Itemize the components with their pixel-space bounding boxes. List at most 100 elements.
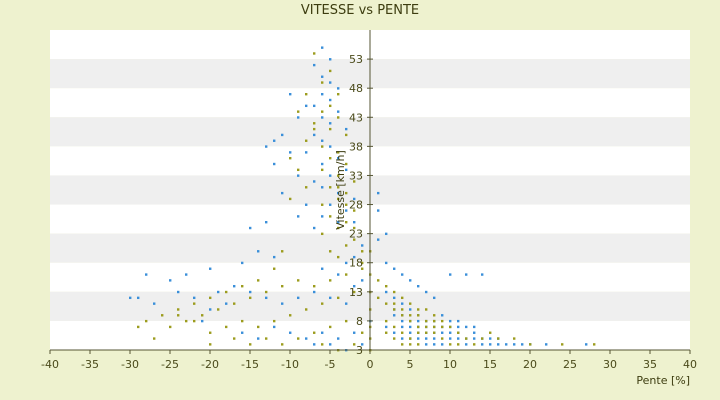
- data-point: [393, 308, 396, 311]
- data-point: [329, 186, 332, 189]
- data-point: [137, 296, 140, 300]
- data-point: [233, 302, 236, 305]
- data-point: [377, 191, 380, 195]
- data-point: [297, 279, 300, 282]
- x-tick-label: 10: [443, 358, 457, 371]
- data-point: [417, 325, 420, 329]
- y-axis-label: Vitesse [km/h]: [334, 150, 347, 230]
- data-point: [321, 203, 324, 206]
- data-point: [417, 308, 420, 311]
- data-point: [329, 174, 332, 177]
- data-point: [449, 331, 452, 334]
- data-point: [321, 168, 324, 172]
- data-point: [321, 215, 324, 218]
- data-point: [169, 279, 172, 282]
- data-point: [313, 133, 316, 137]
- data-point: [297, 296, 300, 300]
- data-point: [297, 168, 300, 172]
- data-point: [329, 58, 332, 61]
- data-point: [273, 162, 276, 166]
- data-point: [417, 285, 420, 288]
- data-point: [337, 151, 340, 154]
- data-point: [305, 104, 308, 108]
- data-point: [337, 174, 340, 177]
- data-point: [449, 325, 452, 329]
- data-point: [321, 139, 324, 142]
- data-point: [321, 162, 324, 166]
- data-point: [353, 221, 356, 224]
- data-point: [457, 337, 460, 340]
- data-point: [313, 104, 316, 108]
- data-point: [217, 308, 220, 311]
- data-point: [393, 331, 396, 334]
- data-point: [337, 197, 340, 201]
- data-point: [321, 267, 324, 270]
- data-point: [257, 325, 260, 329]
- data-point: [361, 331, 364, 334]
- chart-title: VITESSE vs PENTE: [301, 3, 419, 18]
- data-point: [425, 319, 428, 323]
- data-point: [481, 337, 484, 340]
- data-point: [329, 69, 332, 73]
- data-point: [409, 302, 412, 305]
- data-point: [425, 325, 428, 329]
- data-point: [545, 343, 548, 346]
- data-point: [193, 302, 196, 305]
- data-point: [393, 337, 396, 340]
- data-point: [257, 337, 260, 340]
- data-point: [313, 122, 316, 125]
- data-point: [481, 273, 484, 276]
- data-point: [329, 279, 332, 282]
- data-point: [297, 215, 300, 218]
- data-point: [321, 93, 324, 96]
- data-point: [345, 168, 348, 172]
- data-point: [441, 314, 444, 317]
- data-point: [329, 122, 332, 125]
- data-point: [321, 46, 324, 49]
- data-point: [337, 186, 340, 189]
- y-tick-label: 53: [349, 53, 363, 66]
- x-tick-label: -20: [201, 358, 219, 371]
- data-point: [425, 337, 428, 340]
- data-point: [241, 331, 244, 334]
- data-point: [153, 337, 156, 340]
- data-point: [409, 319, 412, 323]
- data-point: [313, 180, 316, 183]
- data-point: [305, 186, 308, 189]
- data-point: [337, 226, 340, 230]
- data-point: [393, 267, 396, 270]
- data-point: [457, 343, 460, 346]
- y-tick-label: 43: [349, 111, 363, 124]
- data-point: [313, 226, 316, 230]
- data-point: [297, 110, 300, 113]
- data-point: [241, 319, 244, 323]
- data-point: [593, 343, 596, 346]
- data-point: [337, 110, 340, 113]
- data-point: [209, 267, 212, 270]
- data-point: [473, 337, 476, 340]
- data-point: [297, 116, 300, 119]
- data-point: [249, 296, 252, 300]
- data-point: [401, 325, 404, 329]
- data-point: [337, 255, 340, 259]
- data-point: [417, 314, 420, 317]
- data-point: [529, 343, 532, 346]
- data-point: [153, 302, 156, 305]
- data-point: [401, 302, 404, 305]
- data-point: [185, 319, 188, 323]
- data-point: [401, 314, 404, 317]
- data-point: [441, 319, 444, 323]
- data-point: [433, 325, 436, 329]
- data-point: [449, 319, 452, 323]
- x-tick-label: -5: [325, 358, 336, 371]
- data-point: [305, 203, 308, 206]
- data-point: [505, 343, 508, 346]
- data-point: [265, 290, 268, 294]
- data-point: [377, 279, 380, 282]
- data-point: [353, 331, 356, 334]
- data-point: [249, 343, 252, 346]
- data-point: [513, 343, 516, 346]
- data-point: [353, 290, 356, 294]
- data-point: [393, 325, 396, 329]
